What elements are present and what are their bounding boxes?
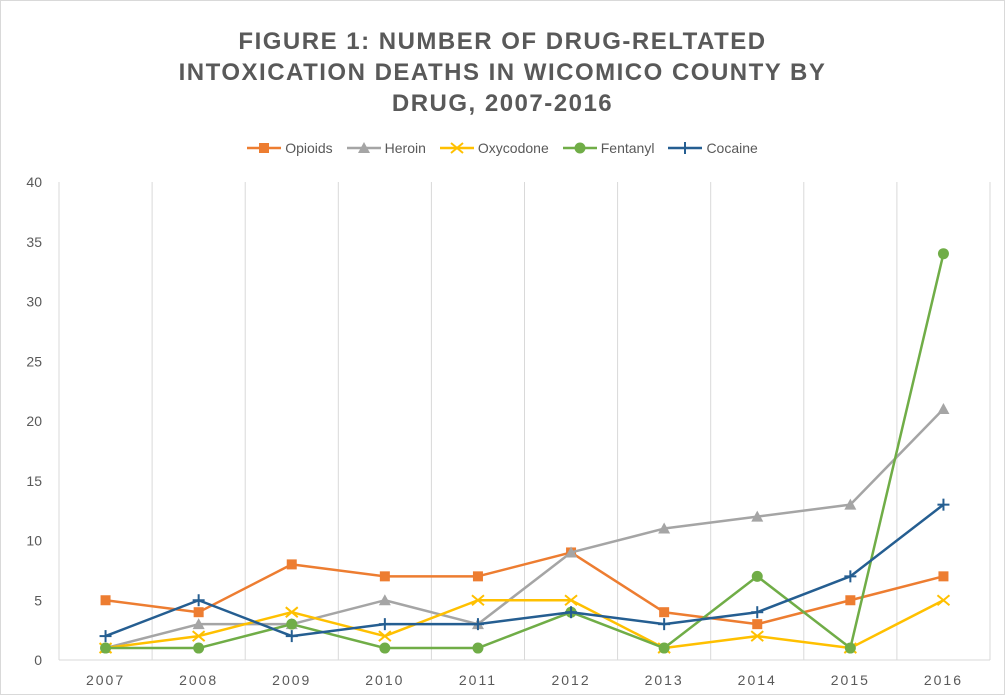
y-tick-label: 15 bbox=[26, 473, 42, 489]
data-point-fentanyl bbox=[379, 642, 391, 654]
data-point-opioids bbox=[845, 595, 856, 606]
data-point-fentanyl bbox=[193, 642, 205, 654]
legend-swatch-oxycodone bbox=[439, 142, 474, 154]
data-point-oxycodone bbox=[564, 594, 578, 607]
legend-swatch-fentanyl bbox=[562, 142, 597, 154]
data-point-heroin bbox=[192, 618, 205, 630]
data-point-opioids bbox=[752, 619, 763, 630]
y-tick-label: 20 bbox=[26, 413, 42, 429]
legend-marker-oxycodone bbox=[450, 142, 464, 154]
data-point-cocaine bbox=[285, 630, 298, 643]
x-tick-label: 2011 bbox=[459, 672, 497, 688]
data-point-opioids bbox=[379, 571, 390, 582]
y-tick-label: 40 bbox=[26, 174, 42, 190]
data-point-opioids bbox=[193, 607, 204, 618]
chart-title: FIGURE 1: NUMBER OF DRUG-RELTATED INTOXI… bbox=[0, 26, 1005, 119]
series-line-fentanyl bbox=[105, 253, 945, 650]
data-point-cocaine bbox=[378, 618, 391, 631]
x-tick-label: 2015 bbox=[831, 672, 870, 688]
legend-swatch-heroin bbox=[346, 142, 381, 153]
data-point-heroin bbox=[844, 498, 857, 510]
data-point-cocaine bbox=[751, 606, 764, 619]
data-point-oxycodone bbox=[192, 630, 206, 642]
legend-marker-opioids bbox=[259, 143, 270, 153]
data-point-cocaine bbox=[658, 618, 671, 631]
data-point-cocaine bbox=[471, 618, 484, 631]
legend-label-opioids: Opioids bbox=[285, 140, 333, 156]
data-point-fentanyl bbox=[658, 642, 670, 654]
x-tick-label: 2013 bbox=[645, 672, 684, 688]
data-point-cocaine bbox=[99, 630, 112, 643]
x-tick-label: 2012 bbox=[551, 672, 590, 688]
y-tick-label: 25 bbox=[26, 353, 42, 369]
data-point-oxycodone bbox=[378, 630, 392, 642]
legend-item-heroin: Heroin bbox=[346, 138, 426, 158]
x-tick-label: 2008 bbox=[179, 672, 218, 688]
legend-label-fentanyl: Fentanyl bbox=[600, 140, 655, 156]
data-point-cocaine bbox=[565, 606, 578, 619]
legend-label-heroin: Heroin bbox=[384, 140, 426, 156]
data-point-fentanyl bbox=[286, 618, 298, 630]
data-point-oxycodone bbox=[471, 594, 485, 607]
legend-item-cocaine: Cocaine bbox=[668, 138, 758, 158]
legend-marker-cocaine bbox=[679, 142, 692, 154]
y-tick-label: 35 bbox=[26, 234, 42, 250]
y-tick-label: 10 bbox=[26, 533, 42, 549]
chart-title-line-2: INTOXICATION DEATHS IN WICOMICO COUNTY B… bbox=[178, 59, 827, 86]
data-point-opioids bbox=[100, 595, 111, 606]
data-point-heroin bbox=[565, 546, 578, 558]
legend-swatch-opioids bbox=[247, 143, 282, 153]
x-tick-label: 2009 bbox=[272, 672, 311, 688]
chart-title-line-3: DRUG, 2007-2016 bbox=[391, 90, 614, 117]
data-point-opioids bbox=[659, 607, 670, 618]
data-point-opioids bbox=[286, 559, 297, 570]
legend-item-oxycodone: Oxycodone bbox=[439, 138, 549, 158]
data-point-oxycodone bbox=[936, 594, 951, 607]
data-point-heroin bbox=[751, 510, 764, 522]
legend-item-opioids: Opioids bbox=[247, 138, 333, 158]
data-point-cocaine bbox=[844, 570, 857, 583]
data-point-opioids bbox=[938, 571, 949, 582]
legend-item-fentanyl: Fentanyl bbox=[562, 138, 655, 158]
data-point-fentanyl bbox=[751, 570, 763, 582]
y-tick-label: 0 bbox=[34, 652, 42, 668]
data-point-heroin bbox=[378, 594, 391, 606]
legend-label-cocaine: Cocaine bbox=[706, 140, 758, 156]
legend-marker-fentanyl bbox=[574, 142, 586, 154]
legend-marker-heroin bbox=[357, 142, 370, 153]
data-point-heroin bbox=[658, 522, 671, 534]
legend-swatch-cocaine bbox=[668, 142, 703, 154]
data-point-fentanyl bbox=[844, 642, 856, 654]
series-line-oxycodone bbox=[105, 599, 945, 650]
data-point-fentanyl bbox=[472, 642, 484, 654]
series-line-cocaine bbox=[105, 503, 945, 638]
data-point-oxycodone bbox=[285, 606, 299, 618]
data-point-cocaine bbox=[937, 498, 950, 511]
chart-title-line-1: FIGURE 1: NUMBER OF DRUG-RELTATED bbox=[238, 28, 767, 55]
data-point-heroin bbox=[937, 403, 950, 415]
x-tick-label: 2010 bbox=[365, 672, 404, 688]
x-tick-label: 2014 bbox=[738, 672, 777, 688]
data-point-oxycodone bbox=[750, 630, 764, 642]
data-point-fentanyl bbox=[937, 248, 949, 260]
y-tick-label: 5 bbox=[34, 592, 42, 608]
y-tick-label: 30 bbox=[26, 294, 42, 310]
legend-label-oxycodone: Oxycodone bbox=[477, 140, 549, 156]
x-tick-label: 2016 bbox=[924, 672, 963, 688]
chart-legend: Opioids Heroin Oxycodone Fentanyl Cocaine bbox=[0, 138, 1005, 158]
x-tick-label: 2007 bbox=[86, 672, 125, 688]
data-point-fentanyl bbox=[100, 642, 112, 654]
data-point-opioids bbox=[472, 571, 483, 582]
data-point-cocaine bbox=[192, 594, 205, 607]
